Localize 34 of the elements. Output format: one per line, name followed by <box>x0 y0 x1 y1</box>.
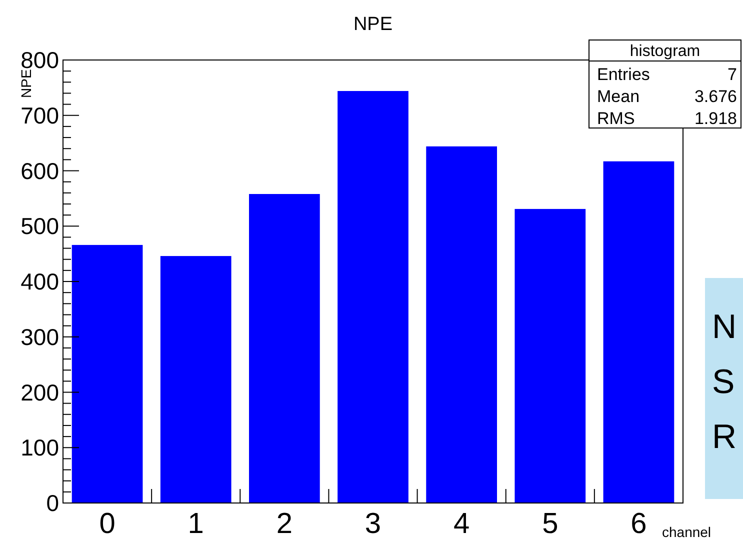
text: S <box>712 363 735 401</box>
annotation: RMS <box>597 109 635 128</box>
x-tick-label: 3 <box>364 508 382 540</box>
y-tick-label: 300 <box>20 324 59 350</box>
annotation: histogram <box>630 43 700 60</box>
text: N <box>712 308 737 346</box>
y-tick-label: 500 <box>20 213 59 240</box>
y-tick-label: 0 <box>46 490 59 516</box>
x-tick-label: 2 <box>276 508 292 540</box>
chart-title: NPE <box>353 14 393 35</box>
text: R <box>712 418 737 456</box>
x-axis-title: channel <box>662 524 712 540</box>
x-tick-label: 6 <box>630 508 647 540</box>
bar <box>426 146 497 503</box>
bar <box>72 244 143 503</box>
bar <box>603 161 674 503</box>
y-tick-label: 600 <box>20 158 59 184</box>
y-tick-label: 700 <box>20 102 59 128</box>
y-tick-label: 200 <box>20 379 59 406</box>
x-tick-label: 1 <box>188 508 204 540</box>
bar <box>514 208 586 503</box>
text: 3.676 <box>694 87 737 106</box>
annotation: Mean <box>597 87 640 106</box>
bar <box>338 91 408 503</box>
x-tick-label: 4 <box>454 508 470 540</box>
x-tick-label: 0 <box>99 508 116 540</box>
x-tick-label: 5 <box>542 508 558 540</box>
text: 7 <box>728 65 737 84</box>
text: 1.918 <box>694 109 737 128</box>
y-tick-label: 100 <box>20 434 59 461</box>
bar <box>160 256 232 503</box>
bar <box>249 194 320 503</box>
y-tick-label: 400 <box>20 268 59 295</box>
annotation: Entries <box>597 65 650 84</box>
